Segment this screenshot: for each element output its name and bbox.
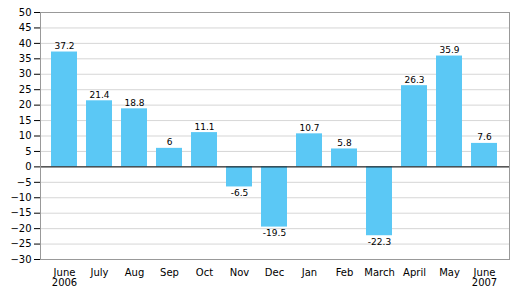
- svg-text:April: April: [403, 267, 426, 278]
- svg-text:−5: −5: [17, 177, 32, 188]
- svg-text:Nov: Nov: [230, 267, 250, 278]
- svg-text:7.6: 7.6: [477, 132, 492, 142]
- svg-text:5.8: 5.8: [337, 138, 352, 148]
- svg-text:−25: −25: [10, 238, 31, 249]
- svg-text:10: 10: [19, 130, 32, 141]
- svg-text:-22.3: -22.3: [368, 237, 391, 247]
- svg-text:Feb: Feb: [336, 267, 354, 278]
- svg-text:0: 0: [25, 161, 31, 172]
- svg-text:21.4: 21.4: [89, 90, 109, 100]
- svg-text:18.8: 18.8: [124, 98, 144, 108]
- svg-text:July: July: [90, 267, 109, 278]
- svg-text:Aug: Aug: [125, 267, 145, 278]
- svg-text:Sep: Sep: [160, 267, 179, 278]
- svg-text:June2007: June2007: [472, 267, 497, 288]
- svg-text:15: 15: [19, 115, 32, 126]
- svg-text:26.3: 26.3: [404, 75, 424, 85]
- svg-text:35.9: 35.9: [439, 45, 459, 55]
- svg-text:50: 50: [19, 7, 32, 18]
- svg-text:10.7: 10.7: [299, 123, 319, 133]
- svg-text:March: March: [364, 267, 394, 278]
- svg-text:Jan: Jan: [301, 267, 317, 278]
- svg-text:−20: −20: [10, 223, 31, 234]
- svg-text:−10: −10: [10, 192, 31, 203]
- svg-text:-19.5: -19.5: [263, 228, 286, 238]
- svg-text:20: 20: [19, 99, 32, 110]
- svg-text:45: 45: [19, 22, 32, 33]
- svg-text:30: 30: [19, 68, 32, 79]
- svg-text:25: 25: [19, 84, 32, 95]
- svg-text:Oct: Oct: [196, 267, 213, 278]
- svg-text:11.1: 11.1: [194, 122, 214, 132]
- svg-text:June2006: June2006: [52, 267, 77, 288]
- svg-text:−30: −30: [10, 254, 31, 265]
- svg-text:−15: −15: [10, 207, 31, 218]
- svg-text:37.2: 37.2: [54, 41, 74, 51]
- svg-text:Dec: Dec: [265, 267, 284, 278]
- svg-text:5: 5: [25, 146, 31, 157]
- svg-text:May: May: [439, 267, 460, 278]
- svg-text:35: 35: [19, 53, 32, 64]
- svg-text:-6.5: -6.5: [231, 188, 249, 198]
- svg-text:40: 40: [19, 38, 32, 49]
- svg-text:6: 6: [167, 137, 173, 147]
